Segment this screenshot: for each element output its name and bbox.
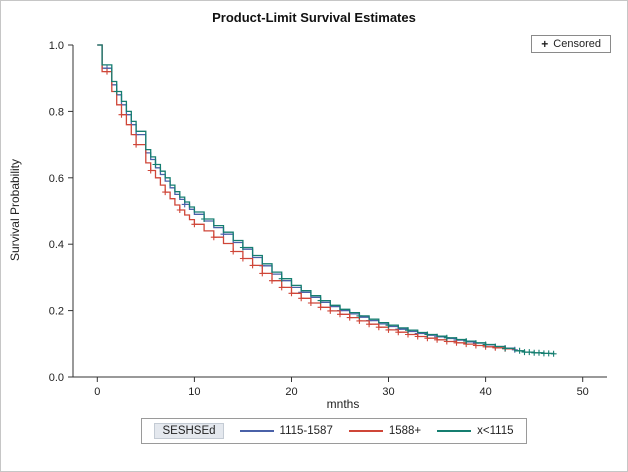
censor-marks-x<1115 bbox=[113, 88, 557, 357]
y-tick-label: 1.0 bbox=[49, 40, 64, 52]
x-tick-label: 0 bbox=[94, 386, 100, 398]
survival-plot-canvas: 0 10 20 30 40 50 0.0 0.2 0.4 0.6 0.8 1.0 bbox=[49, 40, 607, 398]
legend-line-swatch-red bbox=[348, 430, 383, 432]
group-legend: SESHSEd 1115-1587 1588+ x<1115 bbox=[141, 418, 527, 444]
legend-item: 1115-1587 bbox=[239, 425, 333, 437]
chart-title: Product-Limit Survival Estimates bbox=[212, 10, 416, 25]
legend-title: SESHSEd bbox=[154, 423, 224, 439]
y-tick-label: 0.4 bbox=[49, 239, 64, 251]
y-tick-label: 0.0 bbox=[49, 372, 64, 384]
y-tick-label: 0.6 bbox=[49, 173, 64, 185]
x-tick-label: 20 bbox=[285, 386, 297, 398]
plot-region: Survival Probability 0 10 20 30 40 50 0.0 0.2 0.… bbox=[1, 29, 627, 401]
censor-marks-1115-1587 bbox=[104, 65, 518, 353]
x-tick-label: 40 bbox=[479, 386, 491, 398]
series-line-1588+ bbox=[97, 44, 516, 350]
legend-item-label: 1588+ bbox=[388, 425, 422, 437]
y-tick-label: 0.8 bbox=[49, 106, 64, 118]
x-axis-label: mnths bbox=[326, 397, 360, 411]
series-line-1115-1587 bbox=[97, 44, 516, 350]
legend-item: 1588+ bbox=[348, 425, 422, 437]
x-tick-label: 50 bbox=[577, 386, 589, 398]
censored-plus-icon: + bbox=[541, 36, 549, 51]
x-tick-label: 30 bbox=[382, 386, 394, 398]
legend-item-label: 1115-1587 bbox=[279, 425, 333, 437]
x-tick-label: 10 bbox=[188, 386, 200, 398]
legend-line-swatch-blue bbox=[239, 430, 274, 432]
censor-marks-1588+ bbox=[104, 68, 509, 352]
y-axis-label: Survival Probability bbox=[8, 158, 22, 262]
y-tick-label: 0.2 bbox=[49, 306, 64, 318]
censored-legend-label: Censored bbox=[553, 38, 601, 50]
legend-item-label: x<1115 bbox=[477, 425, 514, 437]
legend-item: x<1115 bbox=[437, 425, 514, 437]
group-legend-row: SESHSEd 1115-1587 1588+ x<1115 bbox=[1, 418, 627, 444]
legend-line-swatch-teal bbox=[437, 430, 472, 432]
censored-legend: + Censored bbox=[531, 35, 611, 53]
